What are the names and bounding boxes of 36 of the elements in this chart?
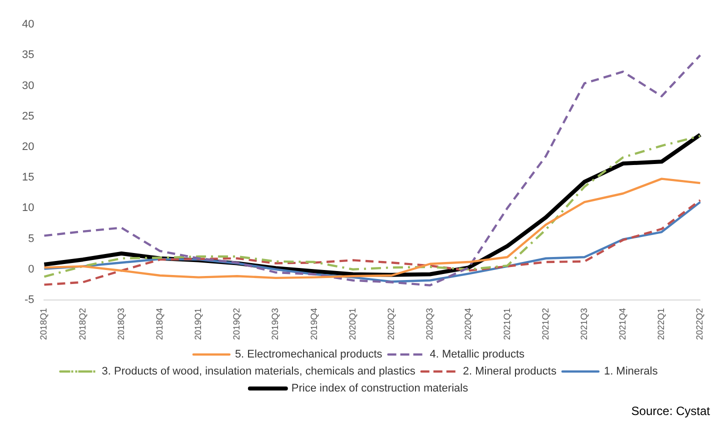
- legend-label: 2. Mineral products: [462, 366, 557, 378]
- legend-label: 3. Products of wood, insulation materials, chemicals and plastics: [102, 366, 416, 378]
- x-tick-label: 2018Q1: [38, 308, 49, 340]
- legend-label: Price index of construction materials: [291, 382, 469, 395]
- x-tick-label: 2021Q2: [540, 308, 550, 340]
- x-tick-label: 2019Q2: [232, 308, 242, 340]
- legend-label: 1. Minerals: [604, 366, 658, 378]
- x-tick-label: 2019Q1: [193, 308, 204, 340]
- y-tick-label: 0: [28, 263, 34, 276]
- y-tick-label: 10: [22, 202, 34, 214]
- y-tick-label: 35: [22, 49, 34, 62]
- legend-label: 4. Metallic products: [430, 348, 526, 361]
- y-tick-label: 5: [28, 232, 34, 245]
- x-tick-label: 2021Q4: [618, 308, 628, 340]
- x-tick-label: 2022Q1: [656, 308, 666, 340]
- legend-label: 5. Electromechanical products: [234, 348, 383, 361]
- y-tick-label: 20: [22, 141, 34, 154]
- y-tick-label: -5: [24, 294, 34, 306]
- x-tick-label: 2020Q4: [463, 308, 474, 340]
- y-tick-label: 25: [22, 110, 34, 122]
- y-tick-label: 30: [22, 80, 34, 92]
- x-tick-label: 2018Q4: [154, 308, 164, 340]
- x-tick-label: 2020Q3: [424, 308, 435, 340]
- y-tick-label: 15: [22, 172, 34, 184]
- y-tick-label: 40: [22, 18, 34, 31]
- line-series: [43, 54, 702, 286]
- x-tick-label: 2019Q3: [270, 308, 280, 340]
- source-note: Source: Cystat: [630, 404, 711, 418]
- x-tick-label: 2020Q1: [347, 308, 358, 340]
- x-tick-label: 2018Q2: [77, 308, 88, 340]
- x-tick-label: 2021Q1: [502, 308, 512, 340]
- x-tick-label: 2021Q3: [578, 308, 589, 340]
- x-tick-label: 2019Q4: [308, 308, 319, 340]
- x-tick-label: 2018Q3: [116, 308, 126, 340]
- x-tick-label: 2022Q2: [694, 308, 705, 340]
- x-tick-label: 2020Q2: [386, 308, 396, 340]
